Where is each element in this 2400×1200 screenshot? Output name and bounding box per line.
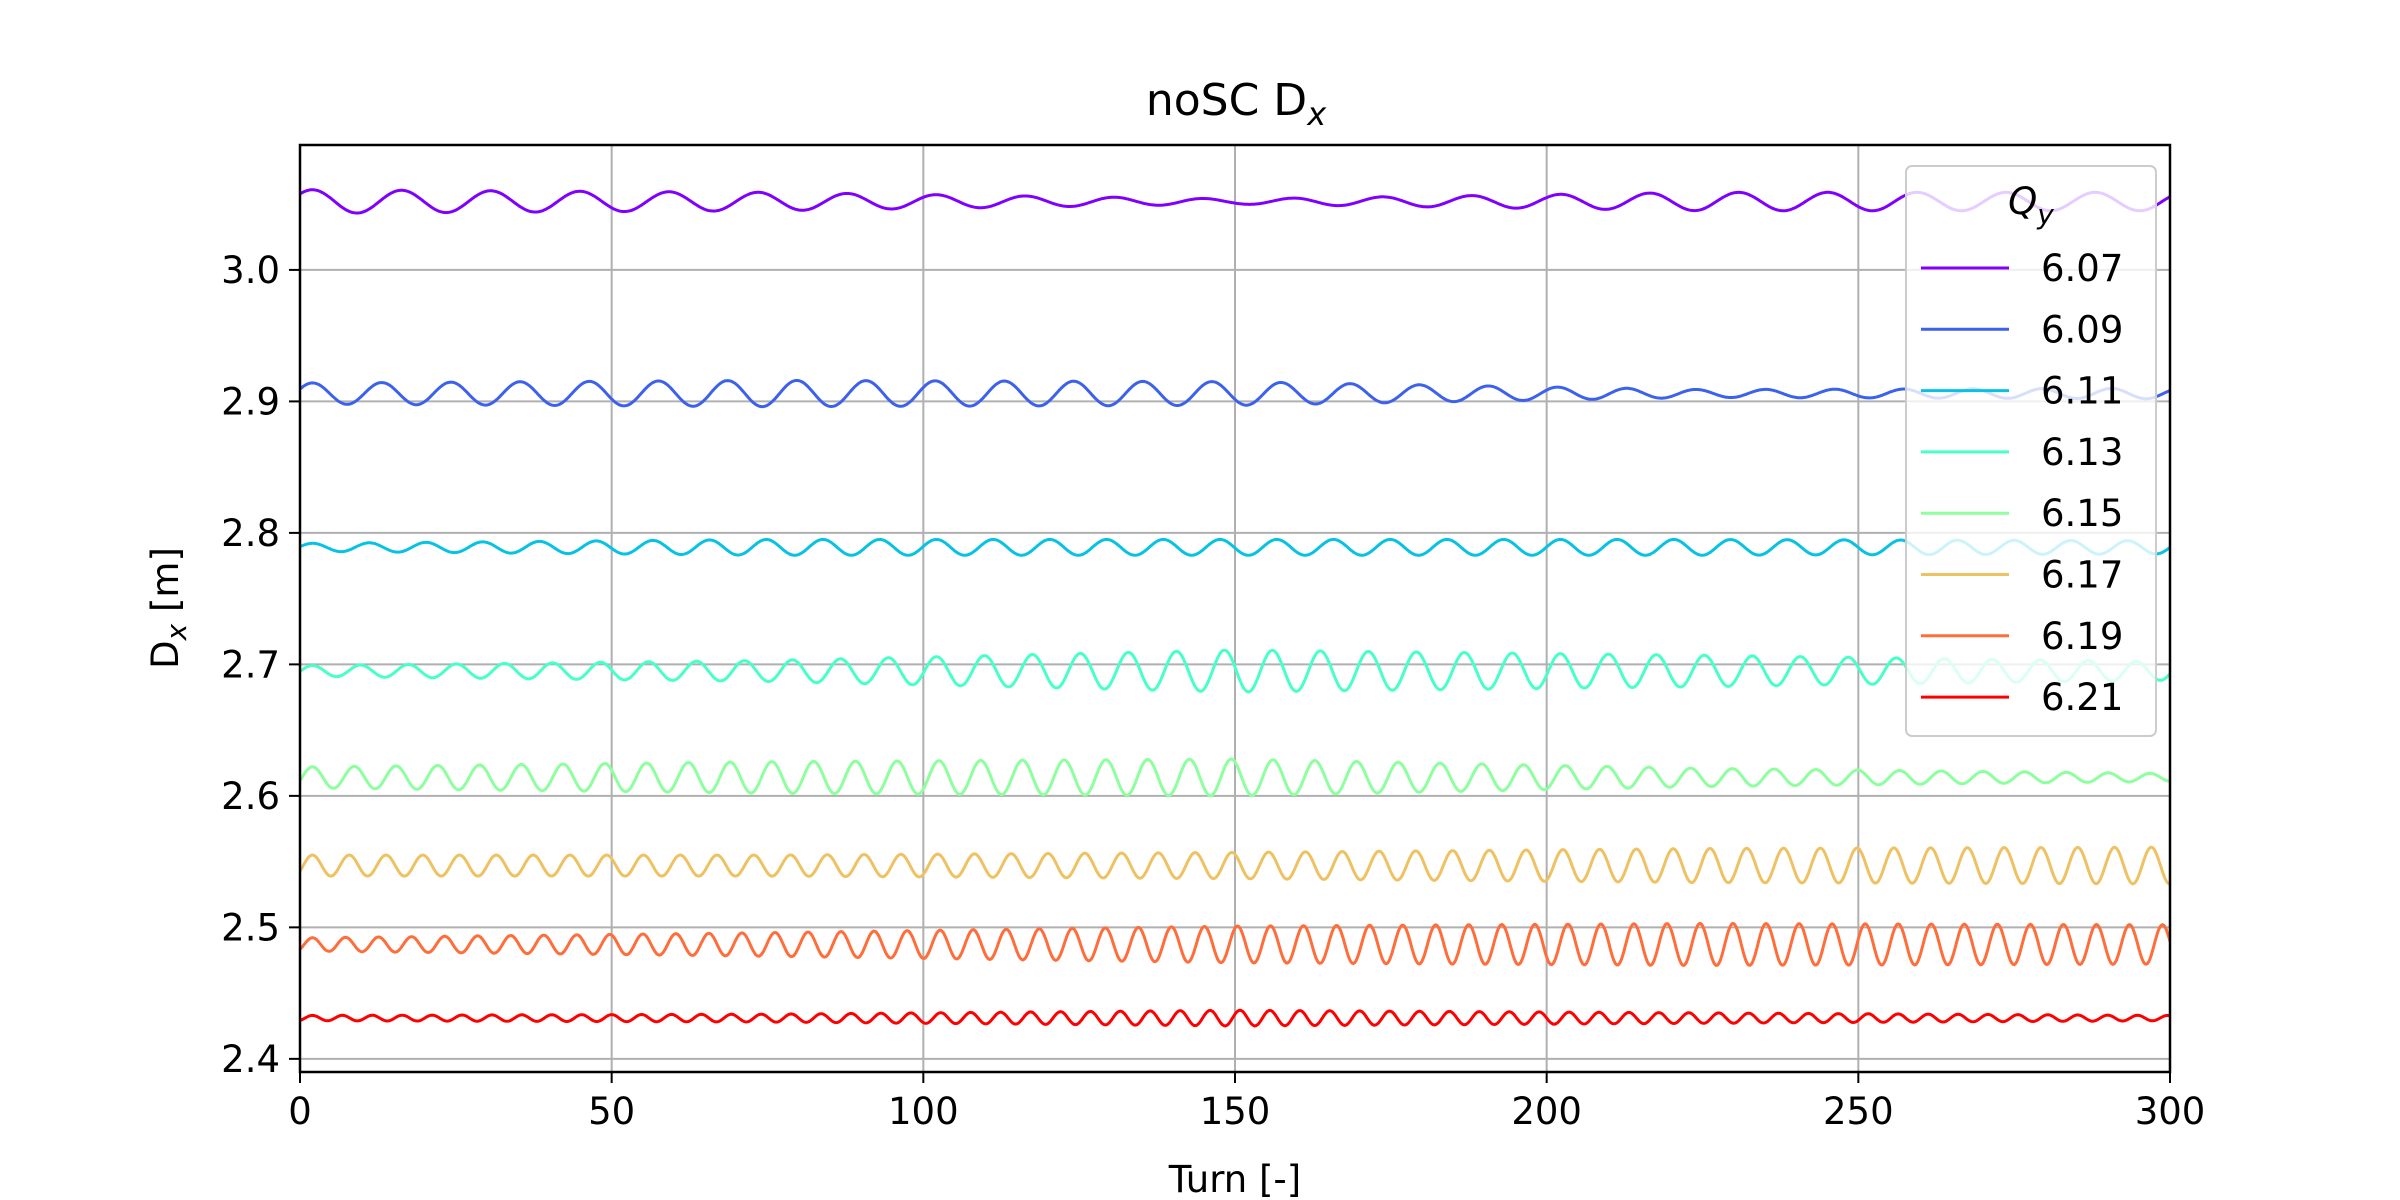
legend-item-6-17: 6.17	[1921, 554, 2123, 597]
grid	[299, 145, 2171, 1072]
series-lines	[300, 188, 2170, 1028]
legend-label: 6.21	[2041, 676, 2123, 719]
legend-item-6-11: 6.11	[1921, 370, 2123, 413]
series-line-6-11	[300, 538, 2170, 557]
x-tick-label-100: 100	[888, 1090, 959, 1133]
legend-item-6-21: 6.21	[1921, 676, 2123, 719]
x-axis-label: Turn [-]	[1168, 1158, 1301, 1200]
legend-label: 6.15	[2041, 492, 2123, 535]
legend-label: 6.19	[2041, 615, 2123, 658]
legend-label: 6.09	[2041, 308, 2123, 351]
legend-label: 6.11	[2041, 370, 2123, 413]
legend-item-6-15: 6.15	[1921, 492, 2123, 535]
legend-item-6-13: 6.13	[1921, 431, 2123, 474]
series-line-6-07	[300, 188, 2170, 215]
series-line-6-15	[300, 757, 2170, 798]
y-tick-label-2-8: 2.8	[221, 512, 280, 555]
y-tick-label-2-5: 2.5	[221, 906, 280, 949]
x-tick-label-0: 0	[288, 1090, 312, 1133]
y-tick-label-2-4: 2.4	[221, 1038, 280, 1081]
x-tick-label-250: 250	[1823, 1090, 1894, 1133]
legend-label: 6.17	[2041, 554, 2123, 597]
x-tick-label-50: 50	[588, 1090, 635, 1133]
legend-box	[1905, 165, 2157, 737]
x-tick-label-200: 200	[1511, 1090, 1582, 1133]
series-layer	[300, 188, 2170, 1028]
y-tick-label-2-9: 2.9	[221, 380, 280, 423]
ticks: 0 50 100 150 200 250 300 2.4 2.5 2.6 2.7 2.8 2.9 3.0	[221, 249, 2205, 1133]
legend-label: 6.07	[2041, 247, 2123, 290]
x-tick-label-150: 150	[1200, 1090, 1271, 1133]
series-line-6-17	[300, 845, 2170, 886]
y-tick-label-2-7: 2.7	[221, 643, 280, 686]
legend: Qy 6.07 6.09 6.11 6.13 6.15 6.17 6.19 6.21	[1905, 165, 2157, 737]
legend-item-6-07: 6.07	[1921, 247, 2123, 290]
y-tick-label-2-6: 2.6	[221, 775, 280, 818]
chart-title: noSC Dx	[1146, 75, 1327, 133]
legend-label: 6.13	[2041, 431, 2123, 474]
y-axis-label: Dx [m]	[144, 547, 193, 669]
legend-item-6-09: 6.09	[1921, 308, 2123, 351]
legend-item-6-19: 6.19	[1921, 615, 2123, 658]
series-line-6-13	[300, 648, 2170, 694]
series-line-6-21	[300, 1008, 2170, 1028]
legend-title: Qy	[2008, 180, 2054, 231]
series-line-6-09	[300, 379, 2170, 409]
x-tick-label-300: 300	[2135, 1090, 2206, 1133]
series-line-6-19	[300, 921, 2170, 968]
y-tick-label-3-0: 3.0	[221, 249, 280, 292]
